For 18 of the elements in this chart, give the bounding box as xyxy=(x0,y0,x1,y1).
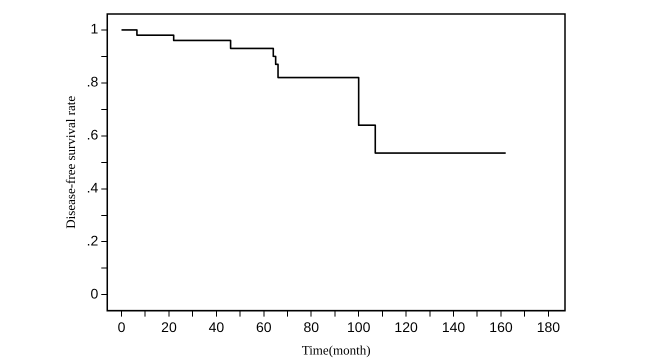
x-tick-label: 180 xyxy=(536,318,560,335)
x-tick-label: 100 xyxy=(346,318,371,335)
x-tick-label: 40 xyxy=(208,318,224,335)
y-tick-label: .8 xyxy=(86,74,98,90)
x-tick-label: 140 xyxy=(442,318,466,335)
x-axis-title: Time(month) xyxy=(302,342,371,358)
y-tick-label: 1 xyxy=(90,20,98,37)
x-tick-label: 80 xyxy=(303,318,320,335)
x-tick-label: 120 xyxy=(394,318,418,335)
y-axis-title: Disease-free survival rate xyxy=(63,96,78,229)
y-tick-label: .4 xyxy=(86,180,98,196)
y-tick-label: 0 xyxy=(90,286,98,302)
y-tick-label: .6 xyxy=(86,126,98,143)
x-tick-label: 60 xyxy=(256,318,272,335)
x-tick-label: 0 xyxy=(118,318,126,335)
x-tick-label: 160 xyxy=(489,318,513,335)
y-tick-label: .2 xyxy=(86,232,98,249)
x-tick-label: 20 xyxy=(161,318,177,335)
